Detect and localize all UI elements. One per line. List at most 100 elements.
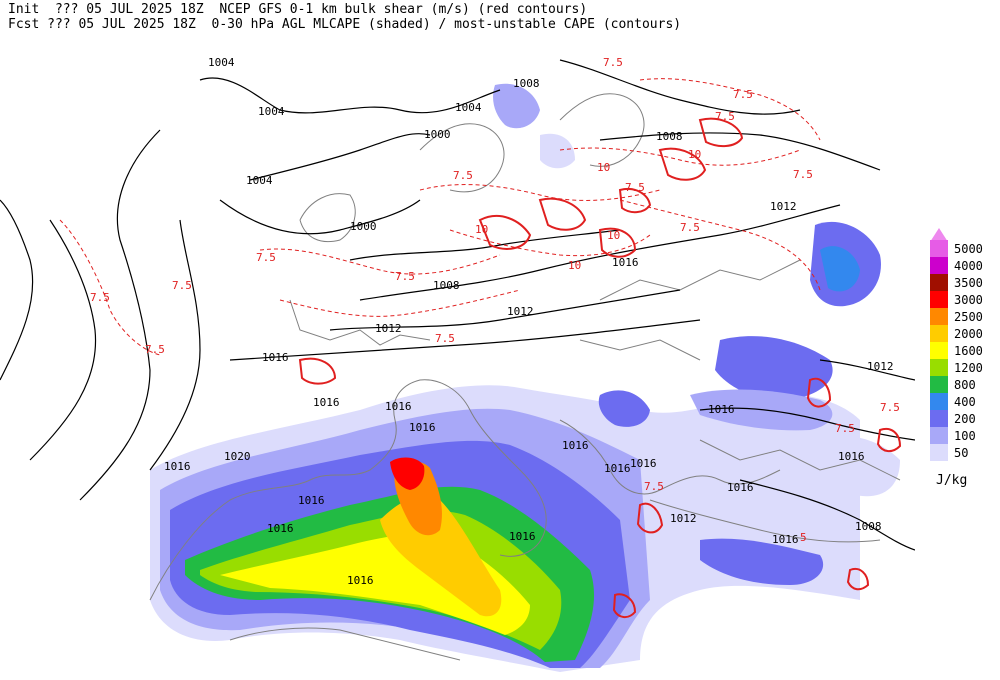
- isobar-label: 1012: [507, 305, 534, 318]
- isobar-label: 1000: [424, 128, 451, 141]
- legend-swatch: [930, 376, 948, 393]
- shear-label: 7.5: [453, 169, 473, 182]
- legend-label: 1600: [954, 344, 983, 358]
- isobar-label: 1012: [770, 200, 797, 213]
- legend-swatch: [930, 427, 948, 444]
- legend-label: 800: [954, 378, 976, 392]
- isobar-label: 1016: [164, 460, 191, 473]
- isobar-label: 1016: [630, 457, 657, 470]
- legend-label: 400: [954, 395, 976, 409]
- isobar-label: 1016: [347, 574, 374, 587]
- shear-label: 7.5: [680, 221, 700, 234]
- isobar-label: 1004: [208, 56, 235, 69]
- legend-row: 400: [930, 393, 1000, 410]
- shear-label: 7.5: [835, 422, 855, 435]
- shear-label: 10: [607, 229, 620, 242]
- shear-label: 7.5: [435, 332, 455, 345]
- weather-map: 1004 1008 1004 1000 1004 1000 1008 1004 …: [0, 56, 915, 672]
- init-header: Init ??? 05 JUL 2025 18Z NCEP GFS 0-1 km…: [8, 2, 588, 17]
- shear-label: 7.5: [733, 88, 753, 101]
- legend-row: 200: [930, 410, 1000, 427]
- shear-labels: 7.5 7.5 7.5 7.5 10 7.5 10 10 10 10 7.5 7…: [90, 56, 900, 544]
- legend-row: 1600: [930, 342, 1000, 359]
- legend-swatch: [930, 325, 948, 342]
- isobar-label: 1016: [267, 522, 294, 535]
- legend-units: J/kg: [936, 473, 968, 488]
- legend-row: 5000: [930, 240, 1000, 257]
- isobar-label: 1016: [727, 481, 754, 494]
- isobar-label: 1008: [513, 77, 540, 90]
- legend-row: 100: [930, 427, 1000, 444]
- legend-swatch: [930, 308, 948, 325]
- isobar-label: 1016: [838, 450, 865, 463]
- legend-swatch: [930, 444, 948, 461]
- legend-swatch: [930, 291, 948, 308]
- cape-legend: 5000 4000 3500 3000 2500 2000 1600 1200 800 400 20…: [930, 228, 1000, 498]
- isobar-label: 1016: [562, 439, 589, 452]
- legend-row: 50: [930, 444, 1000, 461]
- isobar-label: 1004: [455, 101, 482, 114]
- coastlines: [149, 93, 901, 661]
- isobar-label: 1020: [224, 450, 251, 463]
- isobar-label: 1016: [385, 400, 412, 413]
- legend-label: 2500: [954, 310, 983, 324]
- cape-shading: [150, 83, 900, 672]
- shear-contours-solid: [298, 117, 902, 618]
- legend-row: 3000: [930, 291, 1000, 308]
- isobar-label: 1016: [772, 533, 799, 546]
- legend-swatch: [930, 342, 948, 359]
- isobar-label: 1016: [298, 494, 325, 507]
- legend-row: 2500: [930, 308, 1000, 325]
- shear-label: 7.5: [256, 251, 276, 264]
- isobars: [0, 59, 915, 551]
- legend-row: 3500: [930, 274, 1000, 291]
- shear-label: 10: [568, 259, 581, 272]
- legend-label: 4000: [954, 259, 983, 273]
- legend-label: 200: [954, 412, 976, 426]
- shear-label: 7.5: [625, 181, 645, 194]
- legend-label: 1200: [954, 361, 983, 375]
- legend-swatch: [930, 393, 948, 410]
- legend-label: 5000: [954, 242, 983, 256]
- isobar-label: 1004: [246, 174, 273, 187]
- shear-label: 7.5: [880, 401, 900, 414]
- shear-contours: [59, 78, 821, 356]
- isobar-label: 1004: [258, 105, 285, 118]
- legend-label: 50: [954, 446, 969, 460]
- shear-label: 5: [800, 531, 807, 544]
- isobar-label: 1016: [262, 351, 289, 364]
- shear-label: 7.5: [715, 110, 735, 123]
- legend-row: 2000: [930, 325, 1000, 342]
- isobar-labels: 1004 1008 1004 1000 1004 1000 1008 1004 …: [164, 56, 894, 587]
- legend-label: 3500: [954, 276, 983, 290]
- legend-swatch: [930, 410, 948, 427]
- shear-label: 7.5: [793, 168, 813, 181]
- isobar-label: 1012: [867, 360, 894, 373]
- isobar-label: 1008: [433, 279, 460, 292]
- isobar-label: 1012: [375, 322, 402, 335]
- isobar-label: 1016: [509, 530, 536, 543]
- isobar-label: 1016: [708, 403, 735, 416]
- isobar-label: 1016: [604, 462, 631, 475]
- isobar-label: 1016: [612, 256, 639, 269]
- isobar-label: 1000: [350, 220, 377, 233]
- shear-label: 7.5: [145, 343, 165, 356]
- isobar-label: 1008: [855, 520, 882, 533]
- legend-swatch: [930, 257, 948, 274]
- shear-label: 7.5: [395, 270, 415, 283]
- shear-label: 7.5: [90, 291, 110, 304]
- legend-label: 100: [954, 429, 976, 443]
- legend-swatch: [930, 274, 948, 291]
- isobar-label: 1016: [313, 396, 340, 409]
- legend-row: 4000: [930, 257, 1000, 274]
- shear-label: 10: [597, 161, 610, 174]
- legend-row: 800: [930, 376, 1000, 393]
- legend-top-triangle: [930, 228, 948, 242]
- legend-swatch: [930, 359, 948, 376]
- legend-label: 2000: [954, 327, 983, 341]
- shear-label: 10: [688, 148, 701, 161]
- isobar-label: 1012: [670, 512, 697, 525]
- legend-swatch: [930, 240, 948, 257]
- isobar-label: 1016: [409, 421, 436, 434]
- shear-label: 7.5: [172, 279, 192, 292]
